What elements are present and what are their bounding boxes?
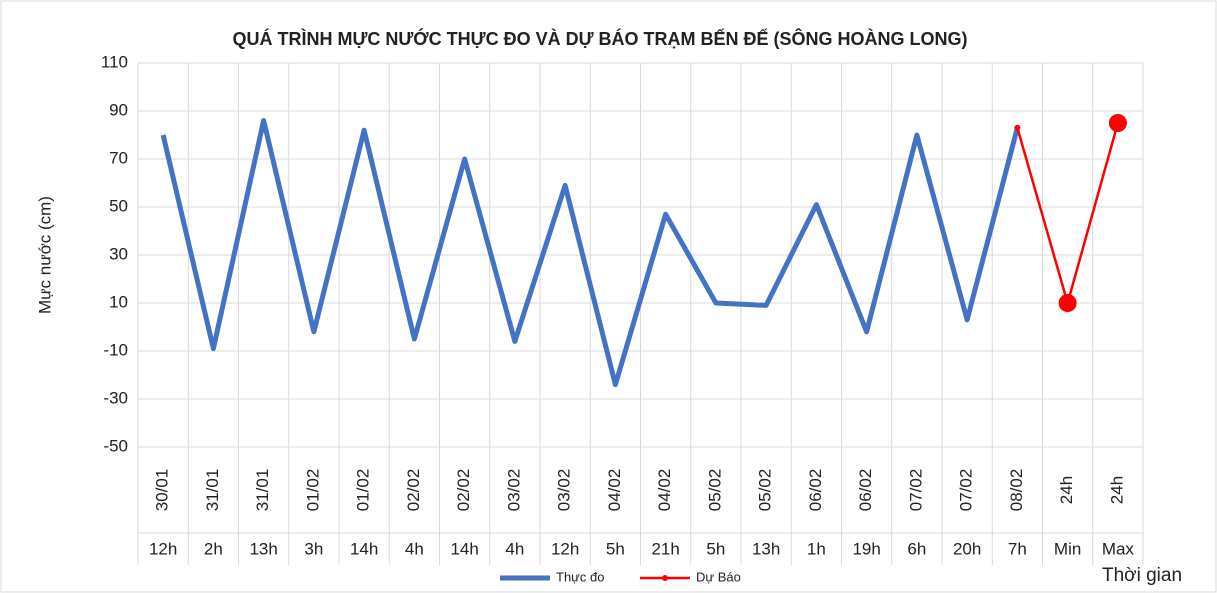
x-tick-label-2: 5h bbox=[706, 539, 725, 558]
x-tick-label-2: 1h bbox=[807, 539, 826, 558]
x-tick-label: 30/01 bbox=[153, 469, 172, 512]
y-tick-label: -10 bbox=[103, 340, 128, 359]
x-tick-label: 01/02 bbox=[354, 469, 373, 512]
x-axis-label: Thời gian bbox=[1102, 565, 1182, 586]
x-tick-label-2: Max bbox=[1102, 539, 1135, 558]
x-tick-label-2: 13h bbox=[249, 539, 277, 558]
x-tick-label: 24h bbox=[1107, 476, 1126, 504]
y-tick-label: -50 bbox=[103, 436, 128, 455]
x-tick-label-2: 13h bbox=[752, 539, 780, 558]
point-marker bbox=[1108, 114, 1127, 132]
x-tick-label-2: 12h bbox=[551, 539, 579, 558]
x-tick-label: 08/02 bbox=[1007, 469, 1026, 512]
x-tick-label-2: 5h bbox=[606, 539, 625, 558]
chart-title: QUÁ TRÌNH MỰC NƯỚC THỰC ĐO VÀ DỰ BÁO TRẠ… bbox=[232, 28, 967, 49]
x-tick-label: 05/02 bbox=[756, 469, 775, 512]
y-tick-label: 30 bbox=[109, 244, 128, 263]
x-tick-label-2: 3h bbox=[304, 539, 323, 558]
x-tick-label: 03/02 bbox=[555, 469, 574, 512]
y-tick-label: 110 bbox=[101, 52, 128, 71]
y-tick-label: 50 bbox=[109, 196, 128, 215]
x-tick-label: 07/02 bbox=[957, 469, 976, 512]
legend-label: Dự Báo bbox=[696, 569, 741, 584]
x-tick-label-2: 12h bbox=[149, 539, 177, 558]
x-tick-label-2: 21h bbox=[651, 539, 679, 558]
x-tick-label: 01/02 bbox=[303, 469, 322, 512]
x-tick-label-2: 4h bbox=[505, 539, 524, 558]
x-tick-label-2: 6h bbox=[907, 539, 926, 558]
x-tick-label: 31/01 bbox=[203, 469, 222, 512]
x-tick-label-2: Min bbox=[1054, 539, 1081, 558]
x-tick-label: 07/02 bbox=[906, 469, 925, 512]
y-tick-label: 90 bbox=[109, 100, 128, 119]
x-tick-label: 06/02 bbox=[806, 469, 825, 512]
x-tick-label: 06/02 bbox=[856, 469, 875, 512]
x-tick-label: 02/02 bbox=[454, 469, 473, 512]
x-tick-label: 05/02 bbox=[705, 469, 724, 512]
x-tick-label-2: 14h bbox=[350, 539, 378, 558]
y-tick-label: 70 bbox=[109, 148, 128, 167]
y-axis-label: Mực nước (cm) bbox=[35, 196, 54, 314]
x-tick-label: 02/02 bbox=[404, 469, 423, 512]
y-tick-label: -30 bbox=[103, 388, 128, 407]
x-tick-label-2: 4h bbox=[405, 539, 424, 558]
x-tick-label: 04/02 bbox=[605, 469, 624, 512]
point-marker bbox=[1058, 294, 1077, 312]
y-tick-label: 10 bbox=[109, 292, 128, 311]
x-tick-label: 03/02 bbox=[504, 469, 523, 512]
x-tick-label-2: 19h bbox=[852, 539, 880, 558]
x-tick-label-2: 14h bbox=[450, 539, 478, 558]
legend-label: Thực đo bbox=[556, 569, 604, 584]
x-tick-label-2: 7h bbox=[1008, 539, 1027, 558]
x-tick-label-2: 20h bbox=[953, 539, 981, 558]
x-tick-label-2: 2h bbox=[204, 539, 223, 558]
series-line bbox=[160, 118, 1020, 388]
x-tick-label: 31/01 bbox=[253, 469, 272, 512]
point-marker bbox=[1014, 124, 1021, 131]
x-tick-label: 04/02 bbox=[655, 469, 674, 512]
x-tick-label: 24h bbox=[1057, 476, 1076, 504]
legend-marker bbox=[662, 575, 668, 581]
